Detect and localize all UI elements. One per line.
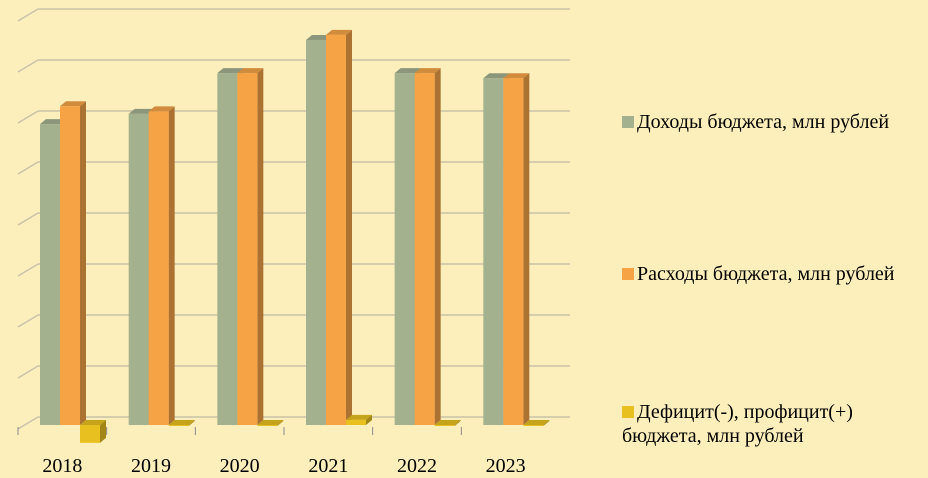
grid-line-side — [17, 110, 39, 124]
bar — [414, 73, 435, 425]
bar-top — [306, 34, 332, 40]
bar — [434, 425, 455, 427]
bar — [483, 78, 504, 425]
bar — [257, 425, 278, 427]
grid-line-side — [17, 365, 39, 379]
bar — [523, 425, 544, 427]
bar-side — [100, 420, 106, 443]
bar — [237, 73, 258, 425]
bar-top — [237, 68, 264, 74]
grid-line-side — [17, 8, 39, 22]
bar — [60, 106, 80, 425]
bar-side — [346, 29, 352, 425]
x-tick-label: 2019 — [131, 455, 171, 477]
bar-side — [434, 68, 441, 425]
bar — [148, 111, 169, 425]
bar-top — [503, 73, 530, 79]
bar-top — [483, 73, 510, 79]
legend-item: Доходы бюджета, млн рублей — [622, 110, 922, 134]
bar-top — [326, 29, 352, 35]
bar — [40, 124, 60, 425]
bar — [306, 39, 326, 425]
bar-top — [394, 68, 421, 74]
x-tick-label: 2020 — [220, 455, 260, 477]
grid-line-side — [17, 314, 39, 328]
legend-label: Дефицит(-), профицит(+) бюджета, млн руб… — [622, 401, 853, 447]
bar-top — [434, 420, 461, 425]
x-tick-label: 2022 — [397, 455, 437, 477]
bar-side — [257, 68, 264, 425]
x-tick-label: 2021 — [308, 455, 348, 477]
bar-top — [128, 108, 155, 114]
legend-label: Расходы бюджета, млн рублей — [637, 263, 895, 285]
bar-top — [523, 420, 550, 425]
bar — [326, 34, 346, 425]
legend-swatch — [622, 406, 634, 418]
bar-top — [217, 68, 244, 74]
bar-top — [346, 414, 372, 420]
bar-side — [168, 106, 175, 425]
bar-top — [414, 68, 441, 74]
grid-line-side — [17, 59, 39, 73]
bar-side — [188, 420, 195, 427]
x-tick-label: 2018 — [42, 455, 82, 477]
bar — [394, 73, 415, 425]
bar-side — [366, 414, 372, 425]
x-tick-label: 2023 — [486, 455, 526, 477]
bar-side — [277, 420, 284, 427]
legend-swatch — [622, 116, 634, 128]
bar — [217, 73, 238, 425]
bar — [168, 425, 189, 427]
legend-swatch — [622, 268, 634, 280]
bar-top — [168, 420, 195, 425]
legend-label: Доходы бюджета, млн рублей — [637, 111, 890, 133]
legend-item: Расходы бюджета, млн рублей — [622, 262, 922, 286]
bar-side — [454, 420, 461, 427]
bar-side — [80, 101, 86, 425]
grid-line-side — [17, 263, 39, 277]
legend-item: Дефицит(-), профицит(+) бюджета, млн руб… — [622, 400, 922, 448]
bar — [346, 419, 366, 425]
bar-side — [523, 73, 530, 425]
bar-top — [257, 420, 284, 425]
grid-line-side — [17, 416, 39, 430]
grid-line-side — [17, 161, 39, 175]
bar — [80, 425, 100, 443]
bar-top — [40, 119, 66, 125]
bar-side — [543, 420, 550, 427]
bar-top — [148, 106, 175, 112]
grid-line-side — [17, 212, 39, 226]
bar — [503, 78, 524, 425]
bar-top — [80, 420, 106, 425]
bar — [128, 113, 149, 426]
bar-top — [60, 101, 86, 107]
